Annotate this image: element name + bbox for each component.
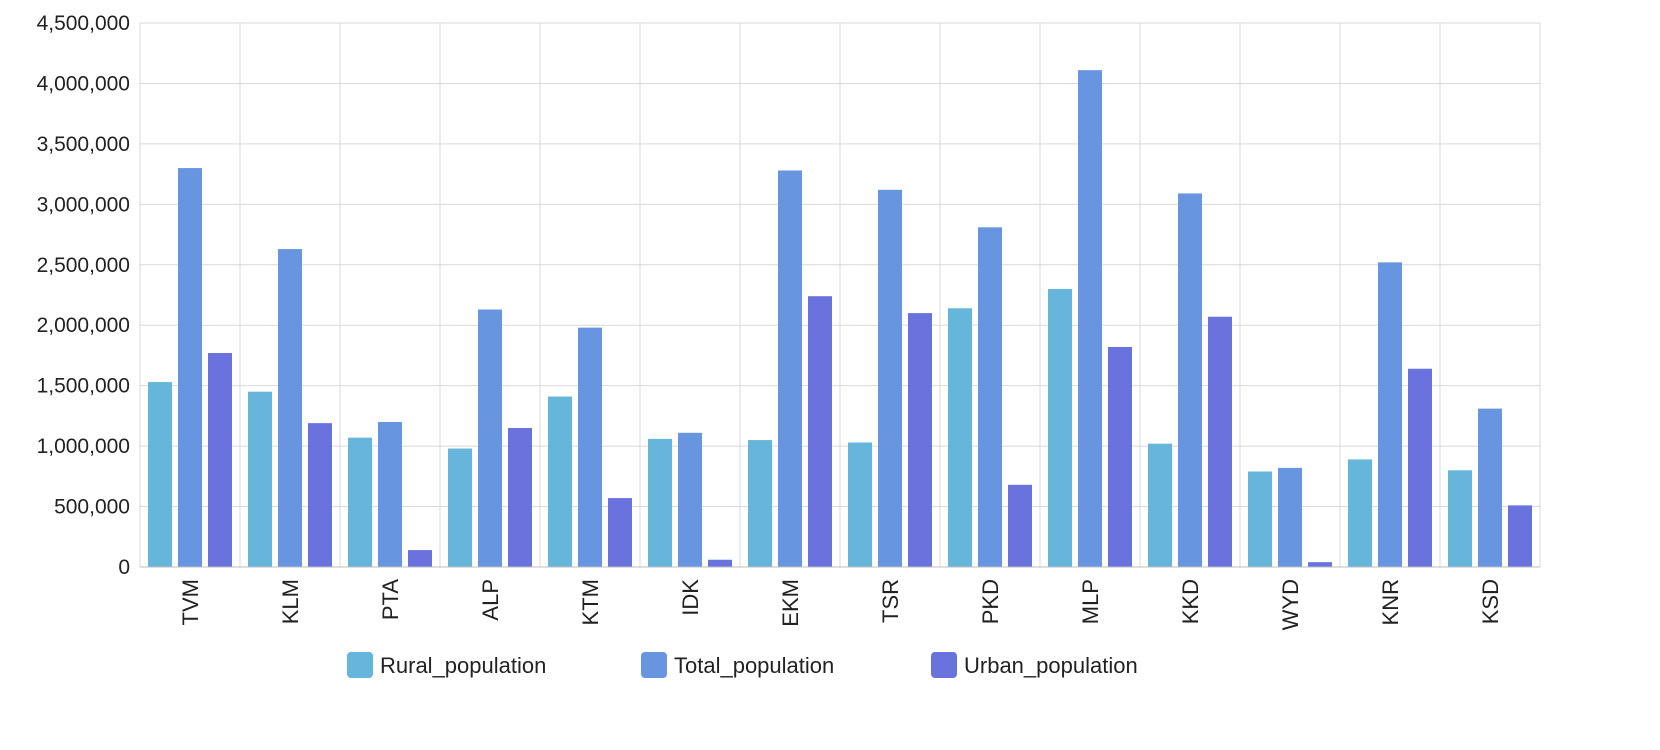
bar <box>1178 193 1202 567</box>
x-tick-label: KKD <box>1178 579 1203 624</box>
bar <box>778 170 802 568</box>
bar <box>1208 316 1232 567</box>
bar <box>978 227 1002 567</box>
y-tick-label: 1,500,000 <box>37 375 130 398</box>
x-tick-label: TVM <box>178 579 203 625</box>
bar <box>678 432 702 567</box>
legend-item[interactable]: Rural_population <box>347 652 546 678</box>
legend-label: Rural_population <box>380 653 546 678</box>
y-tick-label: 4,000,000 <box>37 72 130 95</box>
y-tick-label: 3,000,000 <box>37 193 130 216</box>
x-tick-label: MLP <box>1078 579 1103 624</box>
x-tick-label: EKM <box>778 579 803 627</box>
y-tick-label: 0 <box>118 556 130 579</box>
bar <box>1108 346 1132 567</box>
x-tick-label: ALP <box>478 579 503 621</box>
x-tick-label: PKD <box>978 579 1003 624</box>
bar <box>348 437 372 567</box>
y-tick-label: 3,500,000 <box>37 133 130 156</box>
y-tick-label: 500,000 <box>54 496 130 519</box>
y-tick-label: 2,500,000 <box>37 254 130 277</box>
bar <box>1148 443 1172 567</box>
bar <box>1448 470 1472 567</box>
legend-swatch <box>347 652 373 678</box>
legend-item[interactable]: Urban_population <box>931 652 1138 678</box>
legend: Rural_population Total_population Urban_po… <box>347 652 1138 678</box>
bar <box>1308 562 1332 567</box>
bar <box>748 440 772 567</box>
legend-label: Urban_population <box>964 653 1138 678</box>
bar <box>648 438 672 567</box>
bar <box>848 442 872 567</box>
bar <box>1378 262 1402 567</box>
legend-item[interactable]: Total_population <box>641 652 834 678</box>
y-axis-ticks: 0 500,000 1,000,000 1,500,000 2,000,000 2,500… <box>37 12 130 579</box>
x-tick-label: PTA <box>378 579 403 620</box>
bar <box>1348 459 1372 567</box>
legend-label: Total_population <box>674 653 834 678</box>
bar <box>1508 505 1532 567</box>
x-tick-label: KLM <box>278 579 303 624</box>
legend-swatch <box>641 652 667 678</box>
bar <box>708 559 732 567</box>
x-tick-label: KSD <box>1478 579 1503 624</box>
x-tick-label: IDK <box>678 579 703 616</box>
bar <box>178 168 202 568</box>
bar <box>878 189 902 567</box>
x-tick-label: KTM <box>578 579 603 625</box>
x-tick-label: WYD <box>1278 579 1303 630</box>
bar <box>478 309 502 567</box>
bar <box>378 421 402 567</box>
bar <box>548 396 572 567</box>
bar <box>408 550 432 567</box>
bar <box>208 353 232 567</box>
bar <box>1478 408 1502 567</box>
bar <box>278 249 302 567</box>
bar <box>1278 467 1302 567</box>
bar <box>578 327 602 567</box>
bars <box>148 70 1532 568</box>
grid <box>139 22 1541 568</box>
bar <box>908 313 932 567</box>
bar <box>448 448 472 567</box>
x-tick-label: KNR <box>1378 579 1403 625</box>
bar <box>1248 471 1272 567</box>
x-tick-label: TSR <box>878 579 903 623</box>
bar <box>1048 288 1072 567</box>
bar <box>948 308 972 567</box>
bar <box>1408 368 1432 567</box>
bar <box>1008 484 1032 567</box>
bar <box>148 382 172 567</box>
y-tick-label: 1,000,000 <box>37 435 130 458</box>
bar <box>508 427 532 567</box>
bar <box>808 296 832 567</box>
bar <box>608 498 632 567</box>
x-axis-ticks: TVM KLM PTA ALP KTM IDK EKM TSR PKD MLP KKD WYD KNR K… <box>178 579 1503 631</box>
y-tick-label: 2,000,000 <box>37 314 130 337</box>
bar <box>308 423 332 567</box>
y-tick-label: 4,500,000 <box>37 12 130 35</box>
legend-swatch <box>931 652 957 678</box>
bar <box>1078 70 1102 567</box>
bar <box>248 391 272 567</box>
